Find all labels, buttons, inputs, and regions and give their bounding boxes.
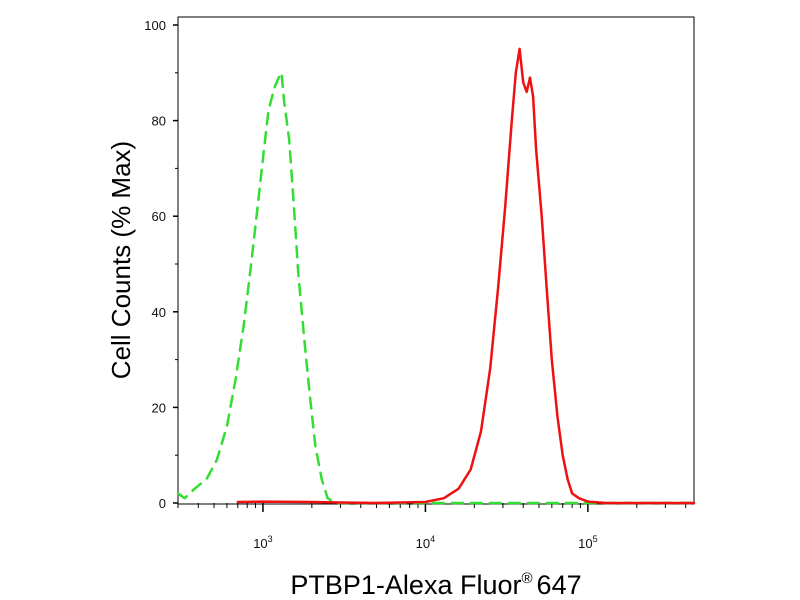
x-tick-label: 104 [416, 534, 435, 551]
histogram-series-1-line [176, 71, 696, 505]
y-tick-label: 100 [144, 18, 166, 33]
y-tick-label: 40 [152, 305, 166, 320]
y-tick-label: 80 [152, 114, 166, 129]
y-axis-title: Cell Counts (% Max) [106, 141, 136, 379]
series-layer [176, 47, 696, 505]
y-tick-label: 20 [152, 400, 166, 415]
y-axis: 0 20 40 60 80 100 [144, 18, 178, 511]
x-axis-title: PTBP1-Alexa Fluor® 647 [290, 570, 581, 600]
x-tick-label: 105 [578, 534, 597, 551]
x-axis-title-suffix: 647 [537, 570, 582, 600]
y-tick-label: 60 [152, 209, 166, 224]
x-axis: 103 104 105 [177, 503, 687, 551]
x-axis-title-registered: ® [521, 570, 532, 587]
histogram-series-2-line [236, 47, 696, 505]
x-tick-label: 103 [253, 534, 272, 551]
y-tick-label: 0 [159, 496, 166, 511]
x-axis-title-main: PTBP1-Alexa Fluor [290, 570, 521, 600]
